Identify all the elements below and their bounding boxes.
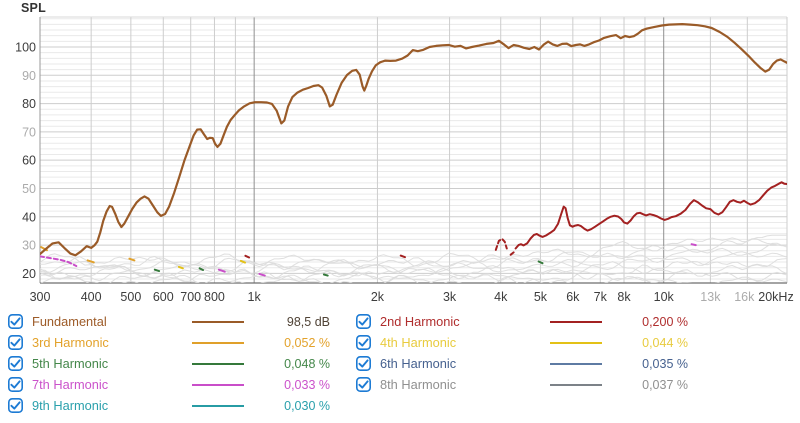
harmonic-fragment bbox=[258, 272, 266, 277]
legend-line-swatch bbox=[192, 404, 254, 407]
y-tick-label: 40 bbox=[22, 210, 36, 224]
legend-column-left: Fundamental 98,5 dB 3rd Harmonic 0,052 % 5th… bbox=[8, 311, 330, 416]
legend-label: 2nd Harmonic bbox=[380, 314, 460, 329]
y-tick-label: 70 bbox=[22, 125, 36, 139]
harmonic-fragment bbox=[40, 255, 78, 267]
legend-line-swatch bbox=[192, 341, 254, 344]
legend-column-right: 2nd Harmonic 0,200 % 4th Harmonic 0,044 % 6t… bbox=[356, 311, 688, 395]
legend-value: 0,048 % bbox=[284, 356, 330, 371]
harmonic-fragment bbox=[217, 268, 226, 273]
legend-checkbox-3rd-harmonic[interactable] bbox=[8, 335, 23, 350]
harmonic-fragment bbox=[198, 267, 204, 271]
x-tick-label: 20kHz bbox=[758, 290, 793, 304]
legend-line-swatch bbox=[550, 320, 612, 323]
legend-line-swatch bbox=[550, 341, 612, 344]
spl-frequency-chart: 100 90 80 70 60 50 40 30 20 300 400 500 600 700 800 1k 2… bbox=[15, 16, 794, 304]
plot-area bbox=[40, 23, 787, 283]
y-tick-label: 50 bbox=[22, 182, 36, 196]
legend-label: 7th Harmonic bbox=[32, 377, 109, 392]
x-tick-label: 8k bbox=[617, 290, 631, 304]
legend-checkbox-2nd-harmonic[interactable] bbox=[356, 314, 371, 329]
fundamental-curve bbox=[40, 23, 787, 257]
legend-label: 6th Harmonic bbox=[380, 356, 457, 371]
harmonic-fragment bbox=[399, 254, 406, 259]
harmonic-fragment bbox=[177, 265, 184, 270]
noise-floor-trace bbox=[40, 258, 787, 280]
2nd-harmonic-curve bbox=[514, 181, 787, 250]
legend-checkbox-9th-harmonic[interactable] bbox=[8, 398, 23, 413]
legend-value: 0,044 % bbox=[642, 335, 688, 350]
x-tick-label: 800 bbox=[204, 290, 225, 304]
noise-floor-traces bbox=[40, 234, 787, 283]
legend-value: 0,033 % bbox=[284, 377, 330, 392]
legend-value: 0,035 % bbox=[642, 356, 688, 371]
x-tick-label: 6k bbox=[566, 290, 580, 304]
legend-line-swatch bbox=[550, 362, 612, 365]
legend-label: 3rd Harmonic bbox=[32, 335, 109, 350]
noise-floor-trace bbox=[40, 242, 787, 273]
legend-label: 8th Harmonic bbox=[380, 377, 457, 392]
legend-checkbox-5th-harmonic[interactable] bbox=[8, 356, 23, 371]
x-tick-label: 16k bbox=[734, 290, 755, 304]
x-tick-label: 600 bbox=[153, 290, 174, 304]
harmonic-fragment bbox=[690, 243, 697, 247]
legend-value: 0,200 % bbox=[642, 314, 688, 329]
legend-label: 4th Harmonic bbox=[380, 335, 457, 350]
harmonic-fragment bbox=[244, 254, 251, 259]
noise-floor-trace bbox=[40, 271, 787, 283]
x-tick-label: 500 bbox=[120, 290, 141, 304]
y-tick-label: 100 bbox=[15, 40, 36, 54]
y-tick-label: 20 bbox=[22, 267, 36, 281]
legend-label: Fundamental bbox=[32, 314, 107, 329]
legend-value: 0,052 % bbox=[284, 335, 330, 350]
y-tick-label: 30 bbox=[22, 239, 36, 253]
legend-checkbox-fundamental[interactable] bbox=[8, 314, 23, 329]
legend-line-swatch bbox=[192, 362, 254, 365]
harmonic-fragment bbox=[153, 268, 161, 273]
legend-checkbox-7th-harmonic[interactable] bbox=[8, 377, 23, 392]
noise-floor-trace bbox=[40, 263, 787, 283]
x-tick-label: 300 bbox=[30, 290, 51, 304]
noise-floor-trace bbox=[40, 251, 787, 277]
x-tick-label: 10k bbox=[654, 290, 675, 304]
x-tick-label: 700 bbox=[180, 290, 201, 304]
harmonic-fragment bbox=[537, 260, 544, 265]
harmonic-fragment bbox=[239, 259, 246, 264]
grid bbox=[39, 16, 788, 284]
noise-floor-trace bbox=[40, 238, 787, 271]
harmonic-fragment bbox=[86, 259, 95, 264]
harmonic-fragments bbox=[40, 237, 697, 277]
legend-checkbox-8th-harmonic[interactable] bbox=[356, 377, 371, 392]
legend-value: 0,030 % bbox=[284, 398, 330, 413]
noise-floor-trace bbox=[40, 234, 787, 268]
legend-value: 0,037 % bbox=[642, 377, 688, 392]
y-tick-label: 60 bbox=[22, 154, 36, 168]
legend-checkbox-6th-harmonic[interactable] bbox=[356, 356, 371, 371]
legend-checkbox-4th-harmonic[interactable] bbox=[356, 335, 371, 350]
x-tick-label: 5k bbox=[534, 290, 548, 304]
legend-label: 9th Harmonic bbox=[32, 398, 109, 413]
harmonic-fragment bbox=[322, 273, 329, 277]
legend-value: 98,5 dB bbox=[286, 314, 330, 329]
x-tick-label: 4k bbox=[494, 290, 508, 304]
harmonic-fragment bbox=[494, 237, 508, 251]
x-tick-label: 1k bbox=[248, 290, 262, 304]
legend-line-swatch bbox=[192, 383, 254, 386]
y-tick-label: 90 bbox=[22, 69, 36, 83]
legend-line-swatch bbox=[192, 320, 254, 323]
x-tick-label: 400 bbox=[81, 290, 102, 304]
x-tick-label: 7k bbox=[594, 290, 608, 304]
y-tick-label: 80 bbox=[22, 97, 36, 111]
axis-tick-labels: 100 90 80 70 60 50 40 30 20 300 400 500 600 700 800 1k 2… bbox=[15, 40, 794, 304]
x-tick-label: 2k bbox=[371, 290, 385, 304]
legend-line-swatch bbox=[550, 383, 612, 386]
harmonic-fragment bbox=[128, 257, 136, 262]
x-tick-label: 3k bbox=[443, 290, 457, 304]
x-tick-label: 13k bbox=[700, 290, 721, 304]
legend-label: 5th Harmonic bbox=[32, 356, 109, 371]
harmonic-fragment bbox=[509, 251, 515, 256]
y-axis-title: SPL bbox=[21, 1, 46, 15]
